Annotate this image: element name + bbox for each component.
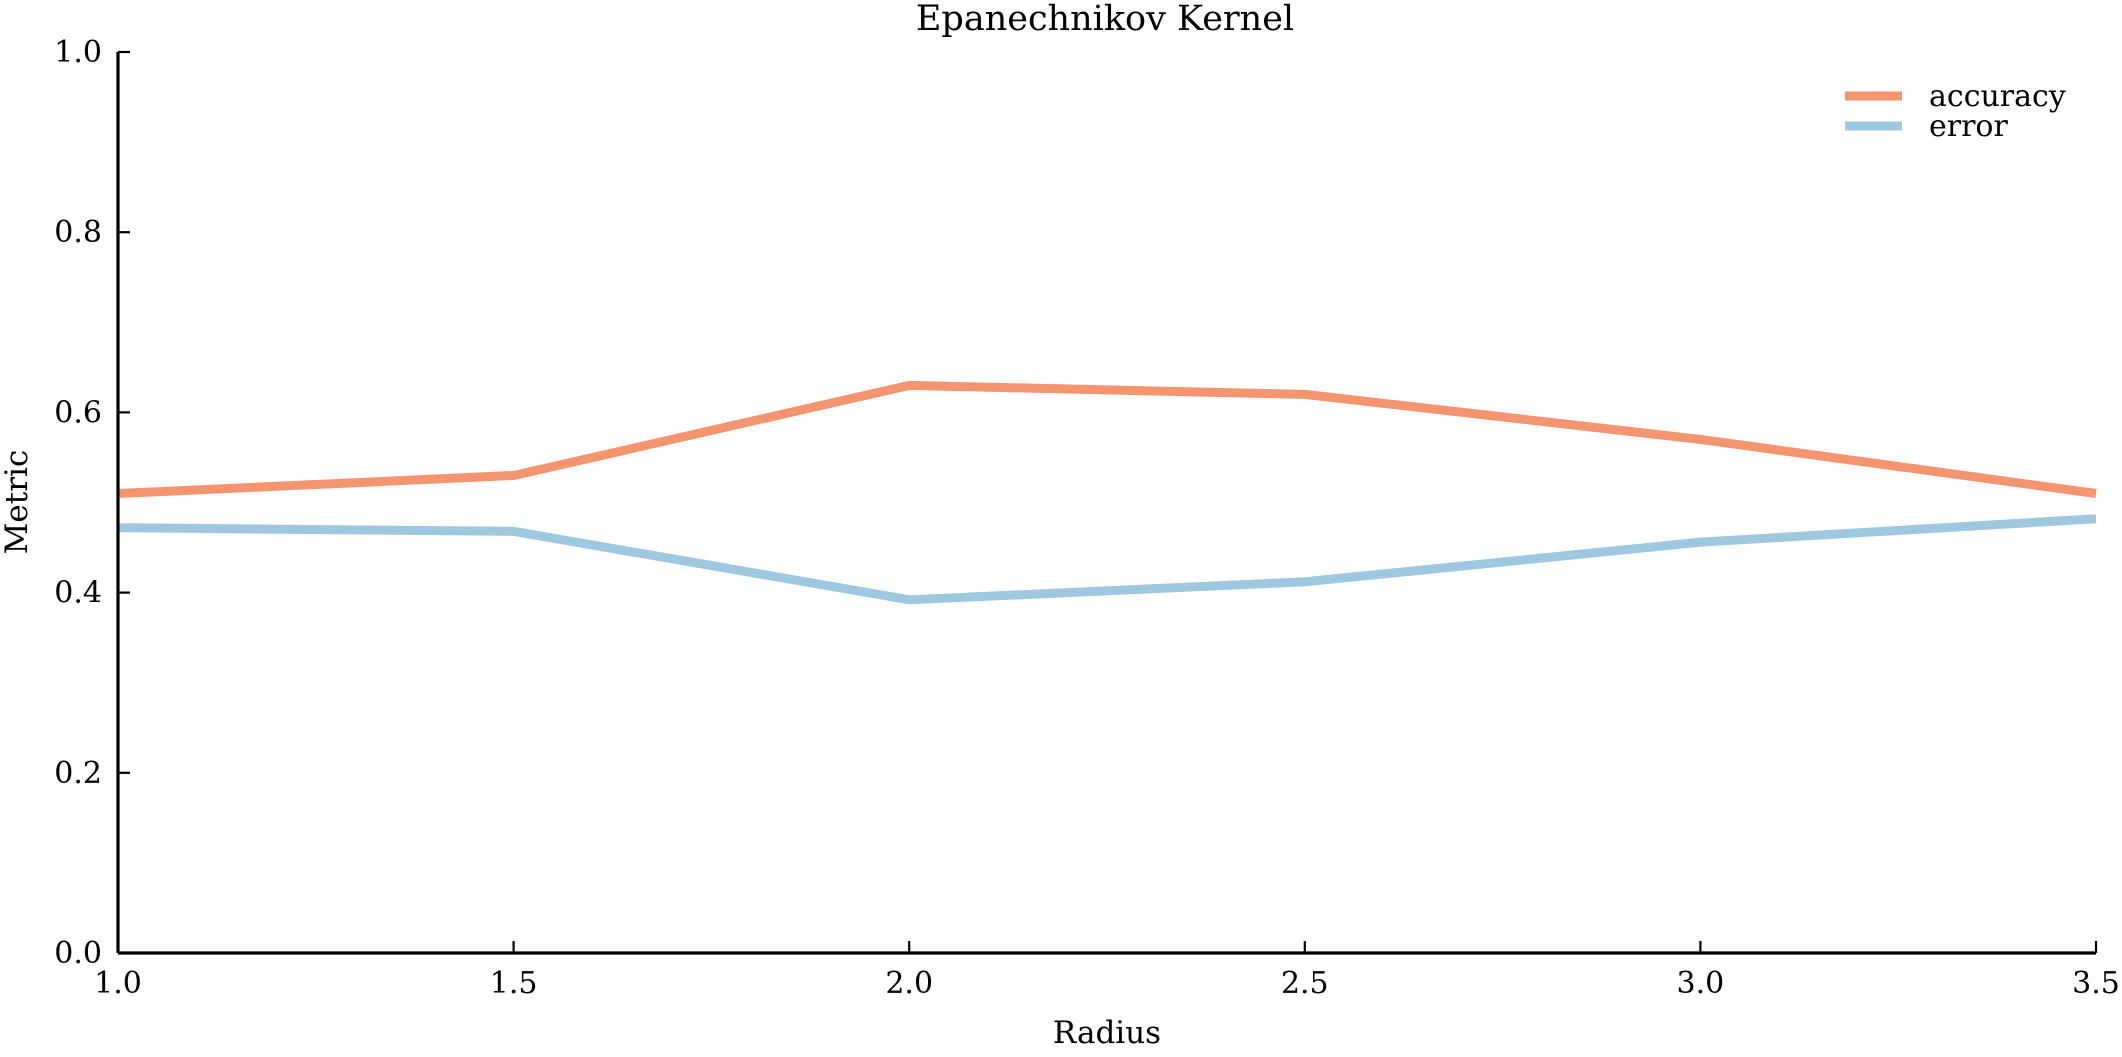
y-axis-title: Metric [0,450,35,555]
x-tick-label: 3.5 [2072,966,2120,1001]
x-axis-title: Radius [1053,1015,1161,1051]
x-tick-label: 1.0 [94,966,142,1001]
legend-label-accuracy: accuracy [1929,79,2066,114]
series-line-accuracy [117,380,2097,498]
legend-label-error: error [1929,109,2008,144]
y-tick-label: 0.4 [54,576,102,611]
x-tick-label: 2.5 [1281,966,1329,1001]
ticks: 1.0 1.5 2.0 2.5 3.0 3.5 0.0 0.2 0.4 0.6 0.8 1.0 [54,35,2120,1001]
y-tick-label: 1.0 [54,35,102,70]
series-line-error [117,514,2097,605]
axes [116,52,2096,955]
y-tick-label: 0.8 [54,215,102,250]
x-tick-label: 3.0 [1677,966,1725,1001]
y-tick-label: 0.6 [54,395,102,430]
y-tick-label: 0.2 [54,756,102,791]
x-tick-label: 1.5 [490,966,538,1001]
y-tick-label: 0.0 [54,936,102,971]
x-tick-label: 2.0 [885,966,933,1001]
chart-title: Epanechnikov Kernel [916,0,1294,39]
series-layer [117,380,2097,605]
